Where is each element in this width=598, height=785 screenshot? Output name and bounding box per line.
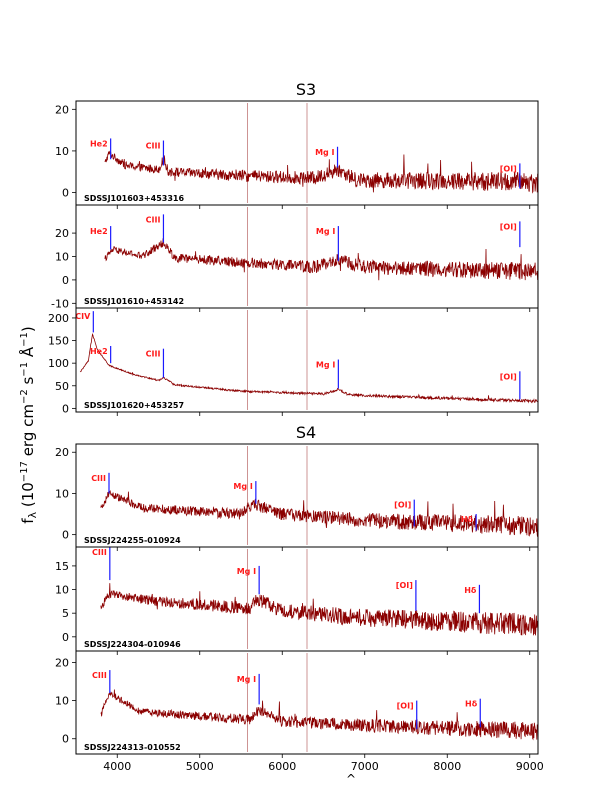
y-tick-label: 0 — [62, 402, 69, 415]
panel-frame — [75, 307, 539, 413]
x-tick-label: 7000 — [351, 760, 379, 773]
y-tick-label: 50 — [55, 380, 69, 393]
ylabel-unit3: Å — [18, 346, 37, 362]
x-tick-label: 4000 — [103, 760, 131, 773]
ylabel-unit1: erg cm — [19, 404, 37, 461]
line-label: Hδ — [464, 586, 477, 595]
line-label: Mg I — [316, 227, 335, 236]
x-tick-label: 9000 — [516, 760, 544, 773]
ylabel-sub: λ — [26, 511, 39, 518]
panel-frame — [75, 650, 539, 755]
y-tick-label: 0 — [62, 733, 69, 746]
spectrum-trace — [100, 689, 539, 741]
object-name: SDSSJ101620+453257 — [84, 401, 184, 410]
y-tick-label: 10 — [55, 487, 69, 500]
x-tick-label: 6000 — [268, 760, 296, 773]
ylabel-unit2: s — [19, 377, 37, 390]
line-label: CIII — [146, 350, 161, 359]
spectrum-trace — [104, 238, 539, 281]
line-label: He2 — [90, 227, 108, 236]
line-label: Mg I — [316, 361, 335, 370]
y-tick-label: 20 — [55, 446, 69, 459]
panel-1: He2 CIII Mg I [OI] SDSSJ101603+453316 0 10 20 — [55, 100, 539, 209]
line-label: CIII — [146, 142, 161, 151]
y-tick-label: 0 — [62, 187, 69, 200]
line-label: [OI] — [394, 501, 411, 510]
y-tick-label: 100 — [48, 357, 69, 370]
y-tick-label: 10 — [55, 145, 69, 158]
object-name: SDSSJ101610+453142 — [84, 297, 184, 306]
y-tick-label: 20 — [55, 656, 69, 669]
panel-6: CIII Mg I [OI] Hδ SDSSJ224313-010552 0 10 20 400… — [55, 650, 544, 773]
line-label: CIII — [92, 548, 107, 557]
spectrum-trace — [100, 490, 539, 537]
line-label: CIII — [92, 671, 107, 680]
line-label: Mg I — [315, 148, 334, 157]
line-label: Mg I — [237, 675, 256, 684]
svg-text:fλ (10−17 erg cm−2 s−1 Å−1): fλ (10−17 erg cm−2 s−1 Å−1) — [18, 326, 39, 523]
panel-5: CIII Mg I [OI] Hδ SDSSJ224304-010946 0 5 10 15 — [55, 546, 539, 655]
panel-3: CIV He2 CIII Mg I [OI] SDSSJ101620+453257 0 50 1… — [48, 307, 539, 416]
line-label: Hδ — [465, 700, 478, 709]
line-label: [OI] — [500, 164, 517, 173]
x-tick-label: 5000 — [186, 760, 214, 773]
line-label: Mg I — [233, 482, 252, 491]
y-tick-label: 200 — [48, 312, 69, 325]
y-tick-label: 5 — [62, 607, 69, 620]
y-axis-label: fλ (10−17 erg cm−2 s−1 Å−1) — [18, 326, 39, 523]
line-label: [OI] — [396, 581, 413, 590]
ylabel-open: (10 — [19, 482, 37, 512]
y-tick-label: 10 — [55, 251, 69, 264]
object-name: SDSSJ224304-010946 — [84, 640, 181, 649]
panel-4: CIII Mg I [OI] Hδ SDSSJ224255-010924 0 10 20 — [55, 443, 539, 551]
ylabel-base: f — [19, 518, 37, 524]
line-label: [OI] — [500, 222, 517, 231]
spectrum-trace — [104, 150, 539, 194]
group-title-s4: S4 — [296, 423, 316, 442]
y-tick-label: 20 — [55, 103, 69, 116]
ylabel-exp3: −1 — [19, 362, 30, 377]
y-tick-label: 10 — [55, 584, 69, 597]
x-axis-label: ^ — [346, 772, 356, 785]
ylabel-exp4: −1 — [19, 332, 30, 347]
line-label: He2 — [90, 347, 108, 356]
y-tick-label: 20 — [55, 227, 69, 240]
y-tick-label: 10 — [55, 695, 69, 708]
y-tick-label: -10 — [51, 297, 69, 310]
ylabel-exp2: −2 — [19, 389, 30, 404]
line-label: Hδ — [461, 515, 474, 524]
y-tick-label: 0 — [62, 529, 69, 542]
y-tick-label: 0 — [62, 631, 69, 644]
spectrum-trace — [79, 333, 539, 404]
line-label: CIII — [146, 215, 161, 224]
ylabel-close: ) — [19, 326, 37, 332]
line-label: [OI] — [500, 372, 517, 381]
line-label: He2 — [90, 139, 108, 148]
object-name: SDSSJ224313-010552 — [84, 743, 181, 752]
y-tick-label: 0 — [62, 274, 69, 287]
y-tick-label: 15 — [55, 560, 69, 573]
line-label: Mg I — [237, 567, 256, 576]
spectrum-trace — [100, 583, 539, 637]
object-name: SDSSJ224255-010924 — [84, 536, 181, 545]
object-name: SDSSJ101603+453316 — [84, 194, 184, 203]
ylabel-exp1: −17 — [19, 461, 30, 482]
y-tick-label: 150 — [48, 335, 69, 348]
line-label: [OI] — [397, 702, 414, 711]
group-title-s3: S3 — [296, 80, 316, 99]
line-label: CIV — [75, 312, 91, 321]
line-label: CIII — [91, 474, 106, 483]
panel-2: He2 CIII Mg I [OI] SDSSJ101610+453142 -10 0 10 2… — [51, 204, 539, 312]
x-tick-label: 8000 — [433, 760, 461, 773]
